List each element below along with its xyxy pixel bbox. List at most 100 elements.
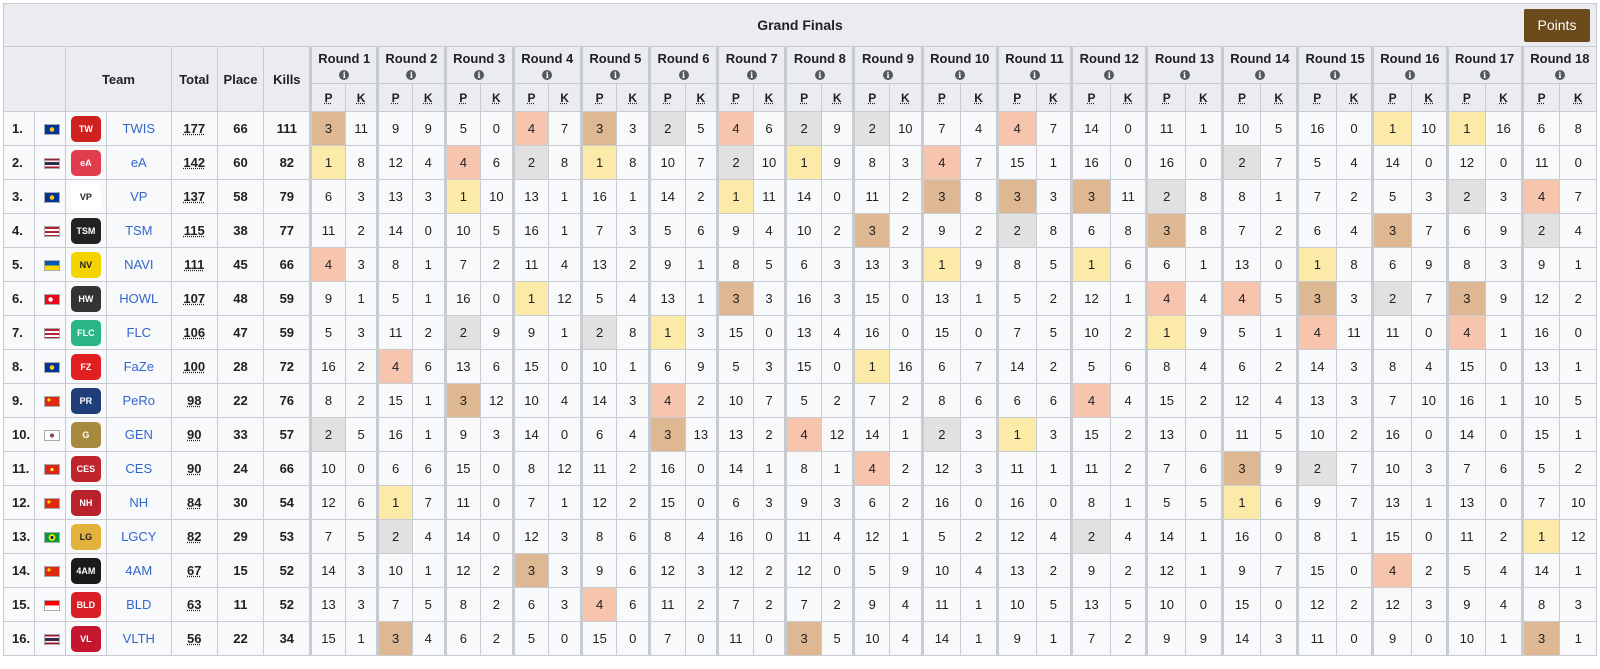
info-icon[interactable]: i	[883, 70, 894, 80]
team-name-link[interactable]: CES	[105, 451, 172, 486]
info-icon[interactable]: i	[814, 70, 825, 80]
navi-logo[interactable]: NV	[70, 251, 101, 278]
bld-logo[interactable]: BLD	[70, 591, 101, 618]
k-label: K	[832, 90, 842, 105]
team-name-link[interactable]: TSM	[105, 213, 172, 248]
placement-points-header: P	[511, 83, 550, 112]
info-icon[interactable]: i	[1254, 70, 1265, 80]
team-name-link[interactable]: BLD	[105, 587, 172, 622]
info-icon[interactable]: i	[1179, 70, 1190, 80]
title-row: Grand Finals Points	[3, 3, 1597, 47]
team-name-link[interactable]: LGCY	[105, 519, 172, 554]
total-value: 98	[187, 393, 202, 408]
round-placement-cell: 10	[920, 553, 962, 588]
ea-logo[interactable]: eA	[70, 149, 101, 176]
vp-logo[interactable]: VP	[70, 183, 101, 210]
logo-cell: NV	[65, 247, 107, 282]
round-placement-cell: 1	[579, 145, 618, 180]
round-placement-cell: 11	[1371, 315, 1412, 350]
info-icon[interactable]: i	[474, 70, 485, 80]
place-header[interactable]: Place	[216, 46, 265, 112]
twis-logo[interactable]: TW	[70, 115, 101, 142]
info-icon[interactable]: i	[339, 70, 350, 80]
placement-points-header: P	[920, 83, 962, 112]
info-icon[interactable]: i	[1104, 70, 1115, 80]
round-kills-cell: 4	[1109, 519, 1148, 554]
round-placement-cell: 4	[1371, 553, 1412, 588]
team-name-link[interactable]: VP	[105, 179, 172, 214]
round-kills-cell: 1	[411, 383, 446, 418]
flag-cell	[33, 485, 67, 520]
round-kills-cell: 1	[1559, 553, 1597, 588]
round-kills-cell: 2	[480, 247, 514, 282]
info-icon[interactable]: i	[542, 70, 553, 80]
round-kills-cell: 9	[411, 111, 446, 146]
team-row: 1. TW TWIS 177 66 111 3 11 9 9 5 0 4 7 3 3 2 5 4 6 2 9 2 10 7 4 4 7…	[3, 111, 1597, 146]
team-name-link[interactable]: HOWL	[105, 281, 172, 316]
kills-points-header: K	[411, 83, 446, 112]
round-label: Round 6	[657, 51, 710, 66]
round-kills-cell: 3	[1035, 179, 1073, 214]
pero-logo[interactable]: PR	[70, 387, 101, 414]
faze-logo[interactable]: FZ	[70, 353, 101, 380]
round-kills-cell: 12	[480, 383, 514, 418]
team-name-link[interactable]: NAVI	[105, 247, 172, 282]
info-icon[interactable]: i	[1554, 70, 1565, 80]
team-name-link[interactable]: eA	[105, 145, 172, 180]
info-icon[interactable]: i	[406, 70, 417, 80]
team-name-link[interactable]: VLTH	[105, 621, 172, 656]
lgcy-logo[interactable]: LG	[70, 523, 101, 550]
kills-header[interactable]: Kills	[263, 46, 312, 112]
round-kills-cell: 0	[1260, 587, 1298, 622]
info-icon[interactable]: i	[746, 70, 757, 80]
round-placement-cell: 4	[376, 349, 413, 384]
round-kills-cell: 0	[889, 281, 923, 316]
info-icon[interactable]: i	[610, 70, 621, 80]
team-name-link[interactable]: PeRo	[105, 383, 172, 418]
round-placement-cell: 7	[1220, 213, 1262, 248]
team-name-link[interactable]: 4AM	[105, 553, 172, 588]
info-icon[interactable]: i	[1330, 70, 1341, 80]
info-icon[interactable]: i	[954, 70, 965, 80]
info-icon[interactable]: i	[1479, 70, 1490, 80]
flc-logo[interactable]: FLC	[70, 319, 101, 346]
round-placement-cell: 13	[852, 247, 891, 282]
vlth-logo[interactable]: VL	[70, 625, 101, 652]
total-header[interactable]: Total	[170, 46, 218, 112]
round-kills-cell: 2	[960, 213, 998, 248]
total-cell: 106	[170, 315, 218, 350]
ces-logo[interactable]: CES	[70, 455, 101, 482]
round-kills-cell: 9	[1185, 315, 1223, 350]
4am-logo[interactable]: 4AM	[70, 557, 101, 584]
kills-cell: 52	[263, 553, 312, 588]
round-kills-cell: 2	[1335, 417, 1374, 452]
nh-logo[interactable]: NH	[70, 489, 101, 516]
howl-logo[interactable]: HW	[70, 285, 101, 312]
round-kills-cell: 1	[1185, 553, 1223, 588]
round-kills-cell: 3	[344, 315, 379, 350]
round-kills-cell: 4	[1559, 213, 1597, 248]
points-button[interactable]: Points	[1524, 9, 1590, 42]
team-row: 14. 4AM 4AM 67 15 52 14 3 10 1 12 2 3 3 9 6 12 3 12 2 12 0 5 9 1…	[3, 553, 1597, 588]
tsm-logo[interactable]: TSM	[70, 217, 101, 244]
round-placement-cell: 6	[647, 349, 686, 384]
round-placement-cell: 11	[1295, 621, 1337, 656]
round-kills-cell: 10	[889, 111, 923, 146]
team-name-link[interactable]: FaZe	[105, 349, 172, 384]
team-name-link[interactable]: TWIS	[105, 111, 172, 146]
round-kills-cell: 2	[889, 451, 923, 486]
team-name-link[interactable]: NH	[105, 485, 172, 520]
p-label: P	[1238, 90, 1247, 105]
round-kills-cell: 7	[1559, 179, 1597, 214]
total-value: 137	[183, 189, 206, 204]
kills-cell: 111	[263, 111, 312, 146]
team-name-link[interactable]: FLC	[105, 315, 172, 350]
info-icon[interactable]: i	[1404, 70, 1415, 80]
info-icon[interactable]: i	[1029, 70, 1040, 80]
info-icon[interactable]: i	[678, 70, 689, 80]
round-kills-cell: 6	[1109, 247, 1148, 282]
round-kills-cell: 2	[480, 587, 514, 622]
team-name-link[interactable]: GEN	[105, 417, 172, 452]
round-label: Round 8	[793, 51, 846, 66]
gen-logo[interactable]: G	[70, 421, 101, 448]
